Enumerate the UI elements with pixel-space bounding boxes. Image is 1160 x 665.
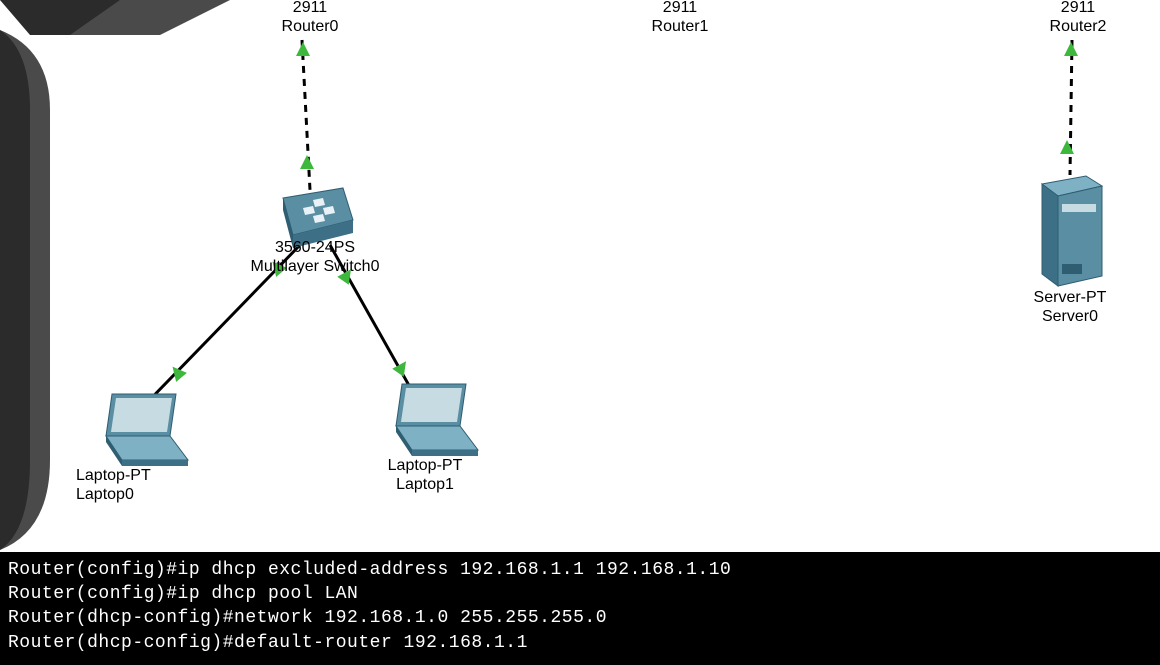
cli-line: Router(config)#ip dhcp pool LAN: [8, 582, 1152, 606]
server-icon[interactable]: [1030, 170, 1100, 280]
laptop1-icon[interactable]: [380, 380, 470, 450]
server-name: Server0: [1010, 307, 1130, 326]
laptop1-label: Laptop-PT Laptop1: [370, 456, 480, 494]
link-status-icon: [167, 362, 187, 382]
router2-label: 2911 Router2: [1038, 0, 1118, 36]
link-status-icon: [296, 42, 310, 56]
laptop0-icon[interactable]: [90, 390, 180, 460]
laptop0-model: Laptop-PT: [76, 466, 186, 485]
router2-name: Router2: [1038, 17, 1118, 36]
router1-model: 2911: [640, 0, 720, 17]
link-status-icon: [392, 357, 411, 376]
server-model: Server-PT: [1010, 288, 1130, 307]
cli-line: Router(config)#ip dhcp excluded-address …: [8, 558, 1152, 582]
link-status-icon: [300, 155, 314, 169]
switch-name: Multilayer Switch0: [220, 257, 410, 276]
laptop0-label: Laptop-PT Laptop0: [76, 466, 186, 504]
switch-model: 3560-24PS: [220, 238, 410, 257]
link-status-icon: [1060, 140, 1074, 154]
router1-label: 2911 Router1: [640, 0, 720, 36]
router1-name: Router1: [640, 17, 720, 36]
router0-name: Router0: [270, 17, 350, 36]
cli-terminal[interactable]: Router(config)#ip dhcp excluded-address …: [0, 552, 1160, 665]
switch-label: 3560-24PS Multilayer Switch0: [220, 238, 410, 276]
laptop1-name: Laptop1: [370, 475, 480, 494]
router0-label: 2911 Router0: [270, 0, 350, 36]
router0-model: 2911: [270, 0, 350, 17]
server-label: Server-PT Server0: [1010, 288, 1130, 326]
link-status-icon: [1064, 42, 1078, 56]
cli-line: Router(dhcp-config)#network 192.168.1.0 …: [8, 606, 1152, 630]
laptop1-model: Laptop-PT: [370, 456, 480, 475]
cli-line: Router(dhcp-config)#default-router 192.1…: [8, 631, 1152, 655]
router2-model: 2911: [1038, 0, 1118, 17]
decor-side-bar: [0, 30, 60, 555]
laptop0-name: Laptop0: [76, 485, 186, 504]
